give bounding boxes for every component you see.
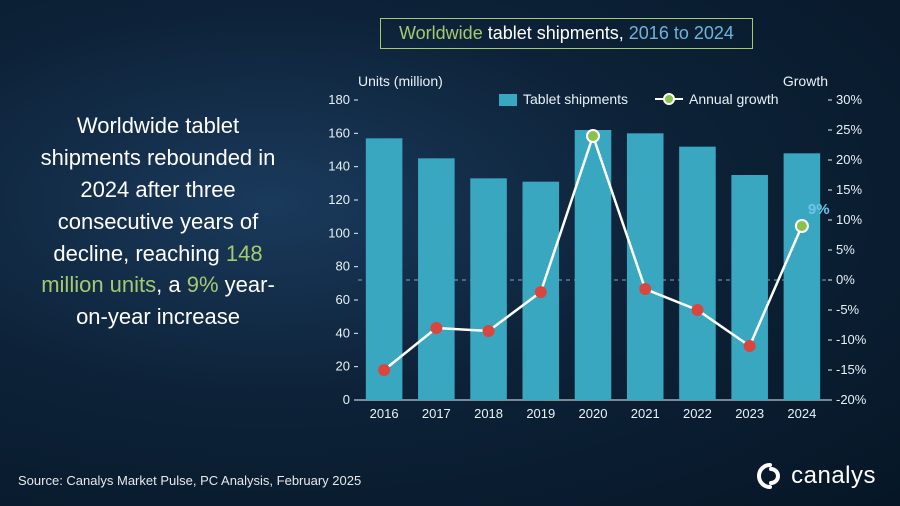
bar [418,158,455,400]
growth-marker [639,283,651,295]
x-tick: 2017 [422,406,451,421]
legend-bar-label: Tablet shipments [523,91,628,107]
x-tick: 2023 [735,406,764,421]
y2-tick: 30% [836,92,862,107]
y1-tick: 40 [336,325,350,340]
y2-tick: 15% [836,182,862,197]
x-tick: 2018 [474,406,503,421]
y1-axis-title: Units (million) [358,73,443,89]
title-mid: tablet shipments, [483,23,629,43]
growth-marker [691,304,703,316]
source-credit: Source: Canalys Market Pulse, PC Analysi… [18,473,361,488]
x-tick: 2021 [631,406,660,421]
x-tick: 2022 [683,406,712,421]
brand-icon [757,463,783,489]
growth-marker [587,130,599,142]
growth-marker [483,325,495,337]
summary-text: Worldwide tablet shipments rebounded in … [28,110,288,333]
y2-tick: -10% [836,332,867,347]
y1-tick: 120 [328,192,350,207]
x-tick: 2020 [579,406,608,421]
y2-tick: 10% [836,212,862,227]
bar [784,153,821,400]
combo-chart: Units (million) Growth Tablet shipments Ann… [300,60,885,450]
blurb-hl2: 9% [187,272,219,297]
bar [679,147,716,400]
y2-axis-title: Growth [783,73,828,89]
legend-line-marker [664,94,674,104]
y1-tick: 180 [328,92,350,107]
y1-tick: 160 [328,125,350,140]
brand-logo: canalys [757,462,876,490]
x-tick: 2019 [526,406,555,421]
y1-tick: 80 [336,259,350,274]
y2-tick: 0% [836,272,855,287]
bar [470,178,507,400]
y2-tick: 20% [836,152,862,167]
y2-tick: 25% [836,122,862,137]
growth-callout: 9% [808,201,830,218]
chart-title-box: Worldwide tablet shipments, 2016 to 2024 [380,18,753,49]
brand-name: canalys [791,462,876,490]
y1-tick: 100 [328,225,350,240]
y1-tick: 0 [343,392,350,407]
title-highlight: Worldwide [399,23,483,43]
x-tick: 2016 [370,406,399,421]
y2-tick: -5% [836,302,860,317]
growth-marker [796,220,808,232]
y1-tick: 140 [328,159,350,174]
bar [627,133,664,400]
y1-tick: 60 [336,292,350,307]
legend-line-label: Annual growth [689,91,779,107]
y2-tick: -15% [836,362,867,377]
growth-marker [744,340,756,352]
title-dates: 2016 to 2024 [629,23,734,43]
y2-tick: -20% [836,392,867,407]
x-tick: 2024 [787,406,816,421]
blurb-p2: , a [156,272,187,297]
legend-bar-swatch [499,94,517,106]
chart-area: Units (million) Growth Tablet shipments Ann… [300,60,885,450]
growth-marker [378,364,390,376]
bar [731,175,768,400]
y1-tick: 20 [336,359,350,374]
growth-marker [535,286,547,298]
y2-tick: 5% [836,242,855,257]
growth-marker [430,322,442,334]
